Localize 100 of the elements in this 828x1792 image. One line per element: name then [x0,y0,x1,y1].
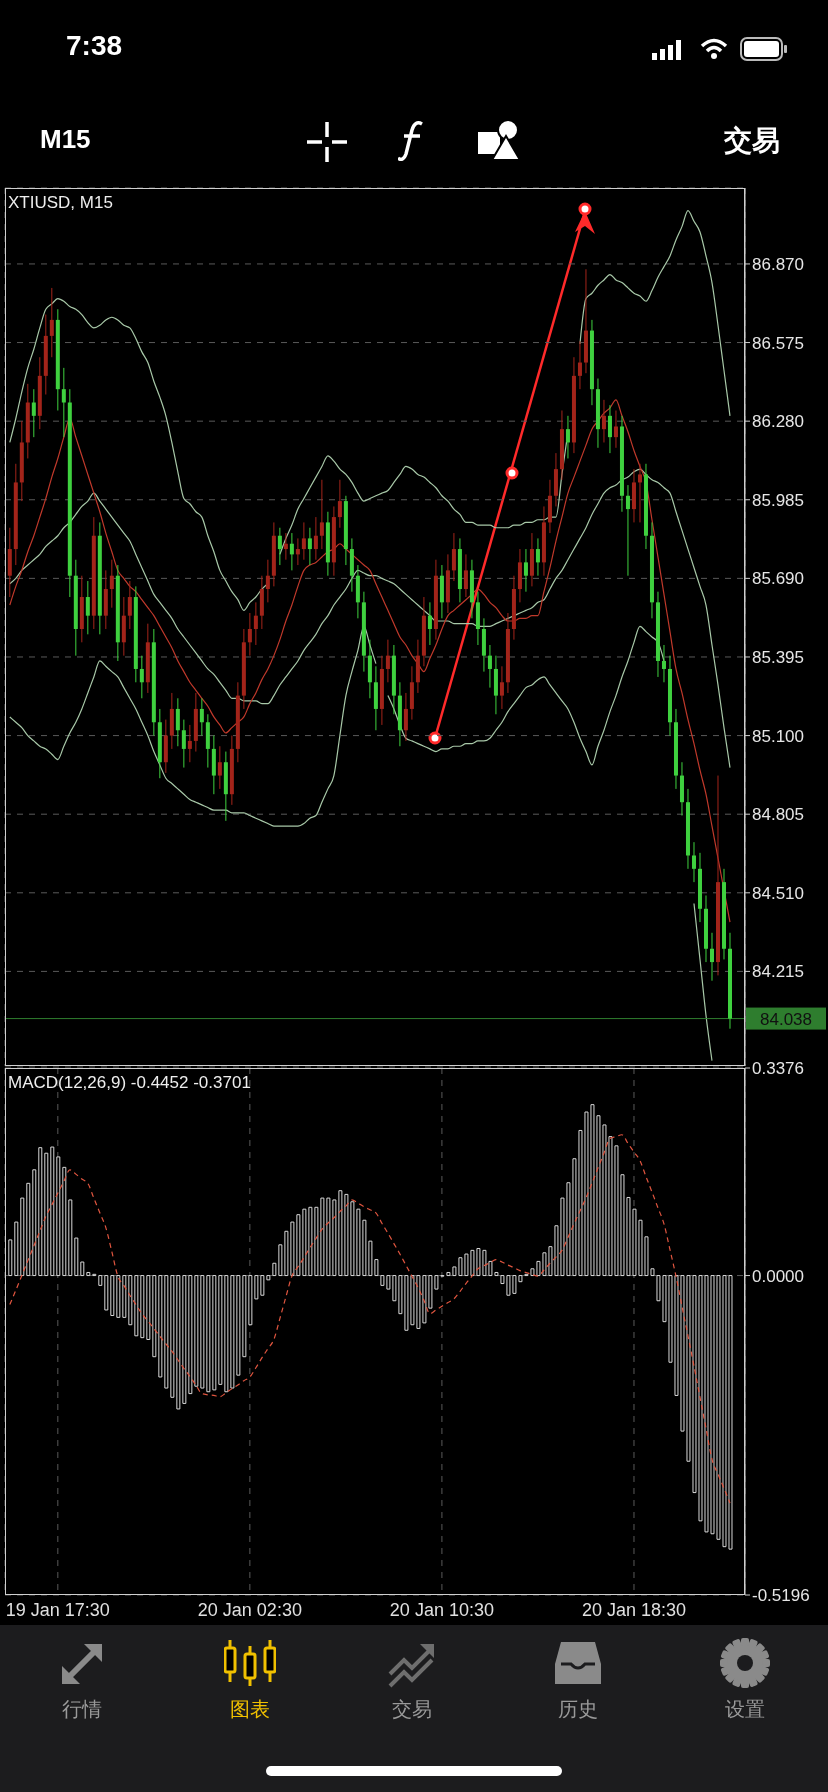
candlestick [535,537,540,577]
candlestick [637,463,642,523]
x-tick-label: 20 Jan 10:30 [389,1599,494,1620]
candlestick [289,532,294,571]
candlestick [691,841,696,883]
candlestick [265,559,270,603]
candlestick [301,521,306,561]
candlestick [463,553,468,598]
bar [74,1237,79,1277]
candlestick [175,697,180,747]
candlestick [61,367,66,438]
candlestick [217,745,222,790]
candlestick [187,724,192,763]
candlestick [661,644,666,683]
bar [80,1261,85,1277]
line-series [9,1134,731,1504]
y-tick-label: 84.510 [752,883,804,903]
candlestick [283,532,288,561]
y-tick-label: 84.805 [752,805,804,825]
bar [44,1152,49,1277]
text: M15 [40,124,91,155]
bar [14,1221,19,1277]
y-tick-label: 85.100 [752,726,804,746]
text: 交易 [391,1697,433,1722]
bar [50,1146,55,1277]
bar [62,1166,67,1277]
bar [182,1275,187,1404]
bar [122,1275,127,1318]
candlestick [319,479,324,550]
candlestick [109,559,114,609]
candlestick [295,537,300,566]
bar [170,1275,175,1398]
candlestick [31,388,36,438]
line-series [9,399,731,923]
y-tick-label: 85.985 [752,490,804,510]
bar [176,1275,181,1410]
bar [104,1275,109,1311]
candlestick [247,612,252,657]
text: 设置 [724,1697,766,1722]
candlestick [613,410,618,449]
bar [188,1275,193,1395]
bar [32,1169,37,1277]
y-tick-label: -0.5196 [752,1586,810,1606]
candlestick [49,287,54,358]
text: 历史 [557,1697,599,1722]
candlestick [607,404,612,454]
bar [26,1182,31,1277]
y-tick-label: 0.0000 [752,1266,804,1286]
candlestick [313,516,318,561]
text: 图表 [229,1697,271,1722]
candlestick [139,655,144,699]
candlestick [85,580,90,635]
text: 交易 [724,124,780,158]
y-tick-label: 86.280 [752,412,804,432]
candlestick [523,548,528,593]
bar [68,1199,73,1277]
candlestick [487,644,492,689]
candlestick [127,580,132,630]
bar [86,1271,91,1277]
bar [164,1275,169,1389]
bar [140,1275,145,1339]
y-tick-label: 0.3376 [752,1059,804,1079]
candlestick [451,532,456,582]
bar [116,1275,121,1318]
bar [146,1275,151,1340]
y-tick-label: 86.870 [752,254,804,274]
text: 7:38 [66,30,123,62]
bar [128,1275,133,1326]
candlestick [277,527,282,566]
candlestick [625,484,630,577]
candlestick [253,601,258,646]
candlestick [577,340,582,390]
candlestick [403,692,408,742]
candlestick [337,479,342,529]
candlestick [499,665,504,710]
y-tick-label: 85.395 [752,648,804,668]
candlestick [709,932,714,982]
text: 行情 [61,1697,103,1722]
candlestick [199,697,204,737]
x-tick-label: 20 Jan 18:30 [581,1599,687,1620]
bar [56,1156,61,1277]
candlestick [427,601,432,646]
candlestick [565,415,570,459]
bar [158,1275,163,1378]
x-tick-label: 19 Jan 17:30 [5,1599,110,1620]
chart-title: MACD(12,26,9) -0.4452 -0.3701 [8,1073,251,1093]
bar [38,1147,43,1277]
bar [152,1275,157,1358]
y-tick-label: 85.690 [752,569,804,589]
chart-title: XTIUSD, M15 [8,193,113,213]
bar [98,1275,103,1286]
y-tick-label: 86.575 [752,333,804,353]
bar [110,1275,115,1317]
candlestick [601,399,606,443]
candlestick [385,639,390,683]
candlestick [181,719,186,769]
bar [8,1239,13,1277]
y-tick-label: 84.215 [752,962,804,982]
candlestick [307,527,312,566]
bar [20,1197,25,1277]
